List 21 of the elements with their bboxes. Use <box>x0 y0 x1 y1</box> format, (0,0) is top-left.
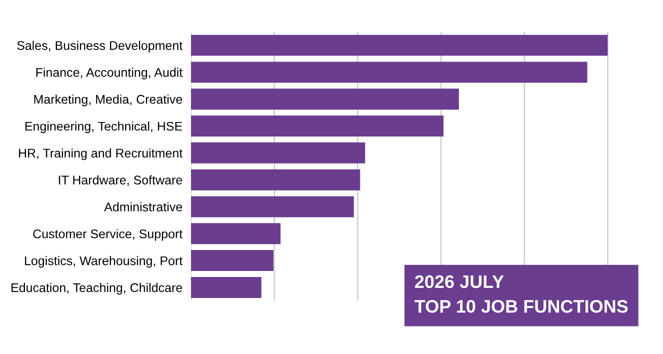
y-tick-label: Marketing, Media, Creative <box>34 94 182 106</box>
bar <box>190 62 588 83</box>
bar <box>190 250 274 272</box>
bar <box>190 34 608 56</box>
y-tick-label: Engineering, Technical, HSE <box>25 121 182 134</box>
y-tick-label: Education, Teaching, Childcare <box>12 282 182 295</box>
y-tick-label: Logistics, Warehousing, Port <box>25 256 183 268</box>
y-tick-label: Administrative <box>104 202 182 212</box>
y-tick-label: Finance, Accounting, Audit <box>36 68 183 80</box>
bar <box>190 196 354 218</box>
bar <box>190 276 262 298</box>
bar <box>190 116 444 137</box>
y-tick-label: IT Hardware, Software <box>58 175 182 186</box>
y-tick-label: Sales, Business Development <box>17 40 183 52</box>
bar <box>190 88 459 110</box>
y-tick-label: HR, Training and Recruitment <box>18 148 183 160</box>
y-tick-label: Customer Service, Support <box>33 229 183 241</box>
text: 2026 JULY TOP 10 JOB FUNCTIONS <box>414 275 628 313</box>
bar <box>190 223 281 244</box>
bar <box>190 142 366 164</box>
bar <box>190 169 360 190</box>
